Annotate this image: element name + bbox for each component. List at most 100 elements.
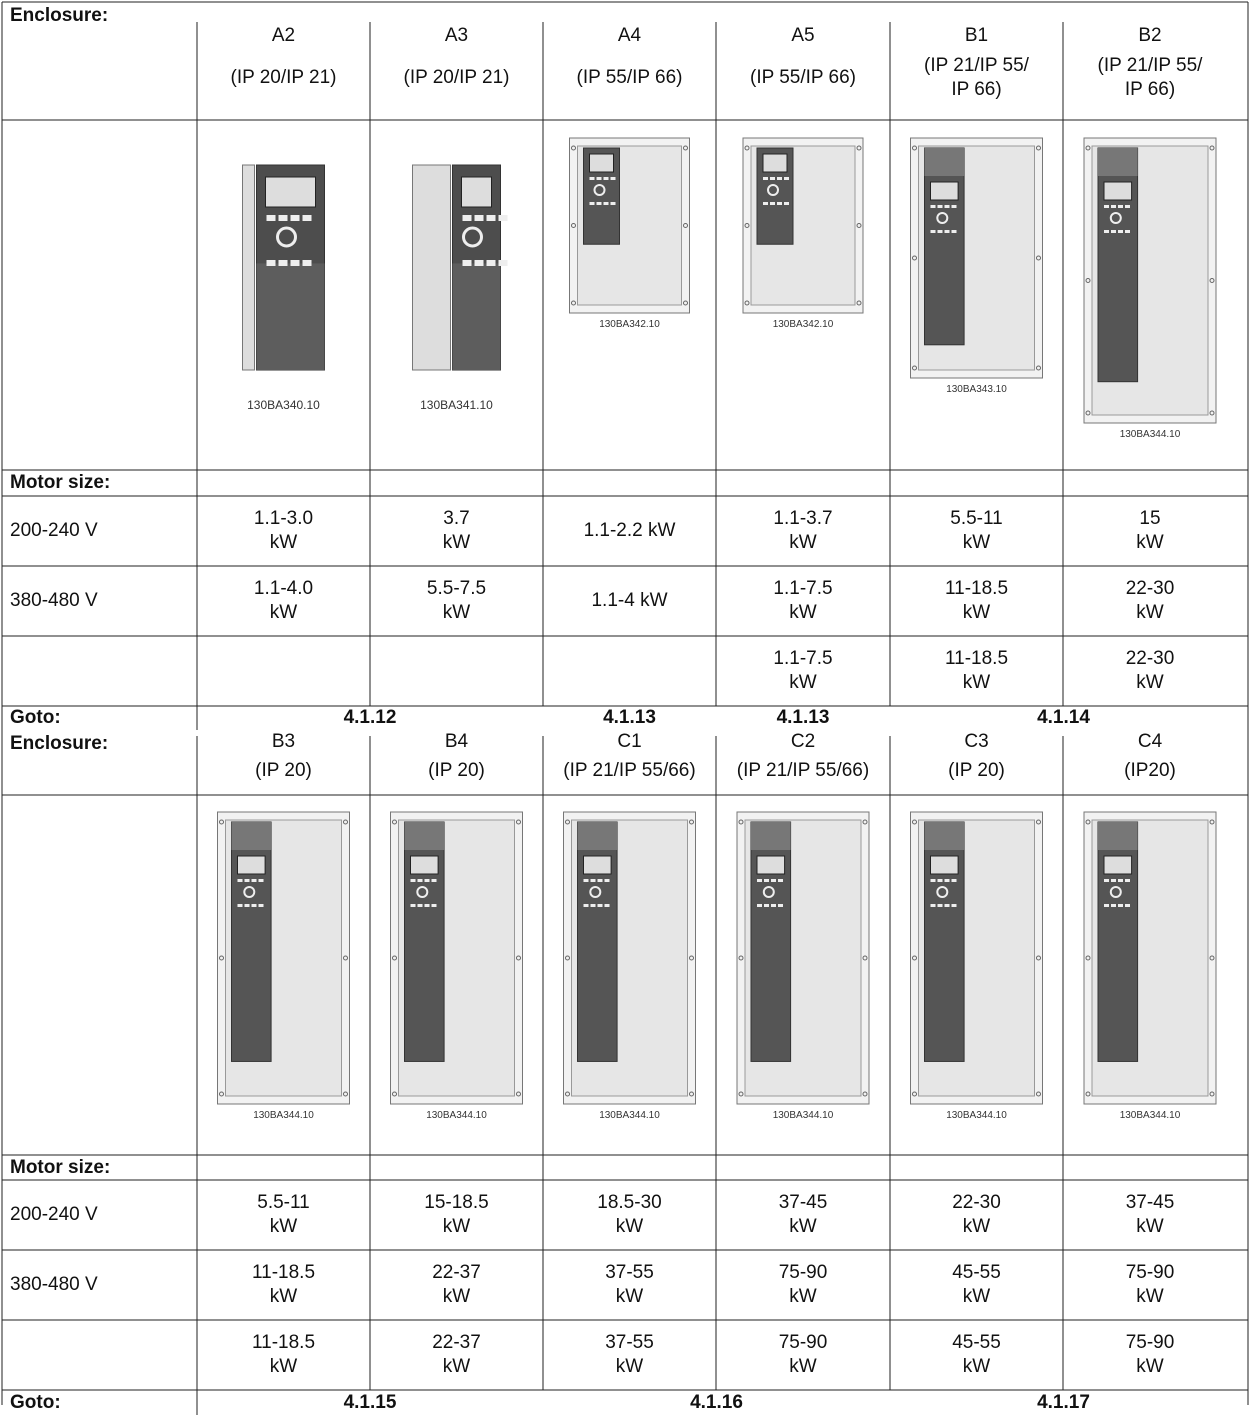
screw bbox=[1085, 1091, 1091, 1097]
nav-key bbox=[416, 886, 429, 898]
key bbox=[251, 879, 257, 882]
key bbox=[610, 202, 616, 205]
enclosure-rating: (IP 20/IP 21) bbox=[230, 67, 337, 88]
motor-size: 1.1-7.5 kW bbox=[773, 648, 833, 693]
goto-ref: 4.1.12 bbox=[343, 707, 397, 728]
enclosure-name: A5 bbox=[791, 25, 815, 46]
motor-size-label: Motor size: bbox=[10, 1156, 111, 1178]
screw bbox=[689, 1091, 694, 1097]
key bbox=[251, 904, 257, 907]
screw bbox=[343, 819, 348, 825]
goto-ref: 4.1.16 bbox=[690, 1391, 743, 1413]
key bbox=[1118, 230, 1123, 233]
motor-size: 75-90 kW bbox=[1125, 1332, 1175, 1377]
motor-size: 37-45 kW bbox=[778, 1192, 828, 1237]
screw bbox=[392, 819, 397, 825]
key bbox=[1118, 879, 1123, 882]
key bbox=[589, 177, 595, 180]
motor-size: 22-37 kW bbox=[432, 1262, 481, 1307]
key bbox=[1111, 230, 1116, 233]
nav-key bbox=[767, 184, 779, 196]
device-side bbox=[412, 164, 451, 371]
motor-size: 11-18.5 kW bbox=[251, 1262, 316, 1307]
key bbox=[590, 904, 596, 907]
key bbox=[770, 177, 775, 180]
key bbox=[1125, 205, 1130, 208]
screw bbox=[392, 955, 397, 961]
screw bbox=[1036, 255, 1041, 261]
key bbox=[486, 260, 496, 266]
key bbox=[1118, 205, 1123, 208]
strip-head bbox=[924, 148, 965, 176]
motor-size: 1.1-2.2 kW bbox=[583, 520, 676, 541]
nav-key bbox=[1109, 212, 1122, 224]
display bbox=[762, 153, 788, 173]
enclosure-name: B1 bbox=[964, 25, 989, 46]
key bbox=[486, 215, 496, 221]
display bbox=[1103, 181, 1133, 201]
screw bbox=[856, 223, 862, 228]
key bbox=[1111, 879, 1116, 882]
key bbox=[757, 904, 762, 907]
key bbox=[951, 230, 957, 233]
display bbox=[583, 855, 612, 875]
key bbox=[930, 205, 936, 208]
motor-size: 5.5-11 kW bbox=[950, 508, 1003, 553]
image-code: 130BA342.10 bbox=[772, 319, 834, 330]
screw bbox=[1036, 365, 1041, 371]
key bbox=[778, 879, 783, 882]
motor-size: 1.1-7.5 kW bbox=[773, 578, 833, 623]
key bbox=[474, 260, 484, 266]
enclosure-label: Enclosure: bbox=[10, 733, 109, 754]
key bbox=[764, 879, 769, 882]
key bbox=[764, 904, 769, 907]
enclosure-name: C4 bbox=[1137, 731, 1163, 752]
row-label: 200-240 V bbox=[10, 520, 98, 541]
screw bbox=[689, 955, 694, 961]
motor-size: 11-18.5 kW bbox=[251, 1332, 316, 1377]
motor-size: 1.1-3.7 kW bbox=[773, 508, 833, 553]
key bbox=[596, 202, 602, 205]
image-code: 130BA343.10 bbox=[946, 384, 1007, 395]
key bbox=[462, 215, 472, 221]
key bbox=[266, 215, 276, 221]
enclosure-name: C2 bbox=[790, 731, 816, 752]
screw bbox=[912, 1091, 917, 1097]
key bbox=[278, 215, 288, 221]
screw bbox=[565, 819, 570, 825]
key bbox=[604, 879, 610, 882]
motor-size: 45-55 kW bbox=[952, 1332, 1001, 1377]
enclosure-name: C1 bbox=[617, 731, 642, 752]
key bbox=[266, 260, 276, 266]
enclosure-rating: (IP 20) bbox=[255, 760, 312, 781]
key bbox=[603, 202, 609, 205]
display bbox=[756, 855, 786, 875]
display bbox=[237, 855, 266, 875]
screw bbox=[912, 255, 917, 261]
screw bbox=[683, 223, 688, 228]
nav-key bbox=[462, 226, 483, 248]
motor-size: 22-30 kW bbox=[1125, 578, 1175, 623]
key bbox=[597, 879, 603, 882]
nav-key bbox=[276, 226, 297, 248]
key bbox=[951, 205, 957, 208]
key bbox=[431, 904, 437, 907]
screw bbox=[1085, 278, 1091, 283]
motor-size: 3.7 kW bbox=[442, 508, 471, 553]
image-code: 130BA344.10 bbox=[1119, 1110, 1181, 1121]
key bbox=[944, 879, 950, 882]
enclosure-rating: (IP 20) bbox=[428, 760, 485, 781]
key bbox=[410, 879, 416, 882]
key bbox=[237, 904, 243, 907]
screw bbox=[856, 300, 862, 306]
screw bbox=[744, 223, 750, 228]
motor-size: 15-18.5 kW bbox=[424, 1192, 489, 1237]
key bbox=[417, 904, 423, 907]
key bbox=[937, 205, 943, 208]
screw bbox=[516, 955, 521, 961]
screw bbox=[516, 819, 521, 825]
screw bbox=[1209, 955, 1215, 961]
display bbox=[410, 855, 439, 875]
key bbox=[498, 215, 508, 221]
